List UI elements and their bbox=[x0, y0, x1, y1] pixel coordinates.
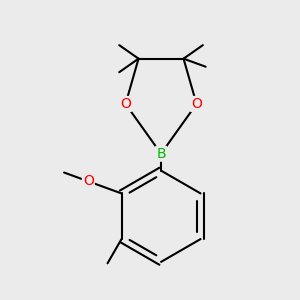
Text: O: O bbox=[83, 174, 94, 188]
Text: O: O bbox=[191, 97, 202, 111]
Text: O: O bbox=[120, 97, 131, 111]
Text: B: B bbox=[156, 147, 166, 161]
